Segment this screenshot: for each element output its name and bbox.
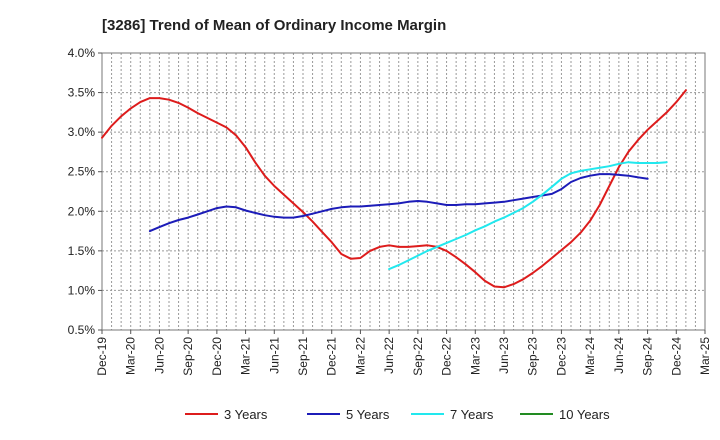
- y-tick-label: 2.5%: [68, 165, 96, 179]
- x-tick-label: Mar-22: [353, 337, 367, 375]
- legend-label: 5 Years: [346, 407, 390, 422]
- x-tick-label: Sep-21: [296, 337, 310, 376]
- plot-background: [102, 53, 705, 330]
- y-tick-label: 1.0%: [68, 283, 96, 297]
- plot-border: [101, 52, 706, 331]
- y-tick-label: 3.5%: [68, 86, 96, 100]
- x-tick-label: Dec-19: [95, 337, 109, 376]
- series-line-7-years: [388, 161, 668, 271]
- x-tick-label: Mar-23: [468, 337, 482, 375]
- series-line-3-years: [101, 89, 687, 289]
- series-line-5-years: [148, 173, 649, 233]
- x-tick-label: Sep-22: [411, 337, 425, 376]
- x-tick-label: Dec-21: [325, 337, 339, 376]
- legend-label: 7 Years: [450, 407, 494, 422]
- legend: 3 Years 5 Years 7 Years 10 Years: [185, 407, 610, 422]
- x-tick-label: Jun-23: [497, 337, 511, 374]
- x-tick-label: Mar-20: [124, 337, 138, 375]
- y-axis: 0.5% 1.0% 1.5% 2.0% 2.5% 3.0% 3.5% 4.0%: [68, 46, 102, 337]
- chart-title: [3286] Trend of Mean of Ordinary Income …: [102, 17, 446, 34]
- x-tick-label: Mar-25: [698, 337, 712, 375]
- x-tick-label: Jun-21: [267, 337, 281, 374]
- x-tick-label: Sep-20: [181, 337, 195, 376]
- x-tick-label: Jun-24: [612, 337, 626, 374]
- x-tick-label: Mar-24: [583, 337, 597, 375]
- x-tick-label: Jun-22: [382, 337, 396, 374]
- x-tick-label: Sep-23: [526, 337, 540, 376]
- x-tick-label: Dec-20: [210, 337, 224, 376]
- x-tick-label: Jun-20: [152, 337, 166, 374]
- x-axis: Dec-19 Mar-20 Jun-20 Sep-20 Dec-20 Mar-21 Jun-…: [95, 330, 712, 376]
- y-tick-label: 2.0%: [68, 204, 96, 218]
- legend-label: 10 Years: [559, 407, 610, 422]
- x-tick-label: Dec-22: [440, 337, 454, 376]
- series-layer: [101, 89, 687, 289]
- y-tick-label: 1.5%: [68, 244, 96, 258]
- x-tick-label: Dec-24: [669, 337, 683, 376]
- x-tick-label: Dec-23: [554, 337, 568, 376]
- y-tick-label: 3.0%: [68, 125, 96, 139]
- legend-label: 3 Years: [224, 407, 268, 422]
- y-tick-label: 0.5%: [68, 323, 96, 337]
- y-tick-label: 4.0%: [68, 46, 96, 60]
- x-tick-label: Sep-24: [641, 337, 655, 376]
- x-tick-label: Mar-21: [239, 337, 253, 375]
